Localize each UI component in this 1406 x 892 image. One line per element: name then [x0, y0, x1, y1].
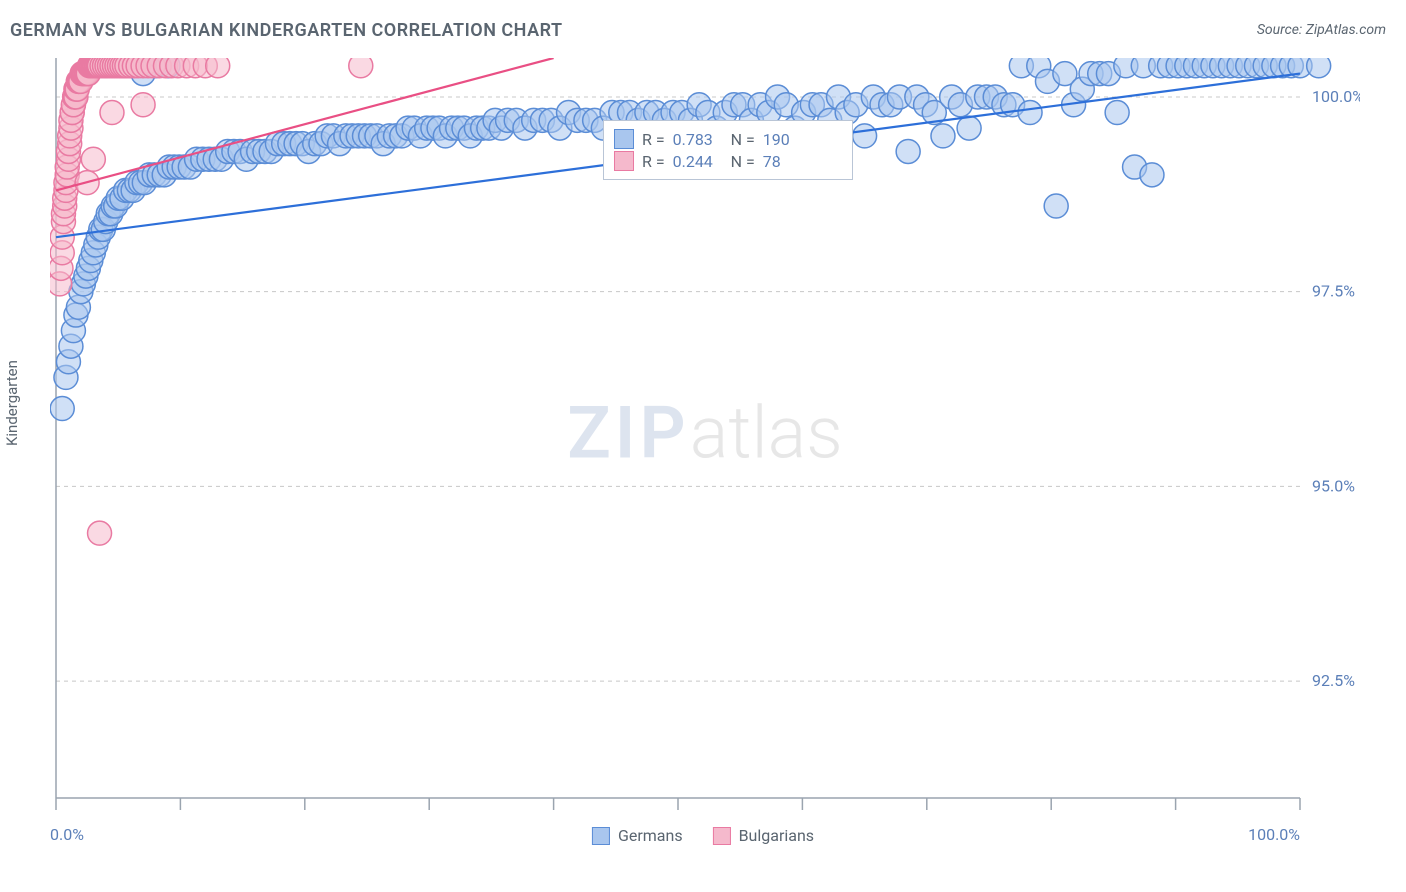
- chart-title: GERMAN VS BULGARIAN KINDERGARTEN CORRELA…: [10, 20, 563, 41]
- x-tick-100: 100.0%: [1248, 825, 1300, 844]
- n-value-germans: 190: [763, 130, 813, 149]
- legend-item-germans: Germans: [592, 826, 683, 845]
- svg-text:100.0%: 100.0%: [1312, 87, 1360, 106]
- legend-label-germans: Germans: [618, 826, 683, 845]
- r-label: R =: [642, 152, 665, 171]
- swatch-germans: [614, 129, 634, 149]
- n-label: N =: [731, 130, 755, 149]
- y-axis-label: Kindergarten: [3, 360, 21, 446]
- r-value-bulgarians: 0.244: [673, 152, 723, 171]
- legend-item-bulgarians: Bulgarians: [713, 826, 814, 845]
- chart-container: GERMAN VS BULGARIAN KINDERGARTEN CORRELA…: [0, 0, 1406, 892]
- n-value-bulgarians: 78: [763, 152, 813, 171]
- stats-legend-box: R = 0.783 N = 190 R = 0.244 N = 78: [603, 120, 853, 180]
- r-label: R =: [642, 130, 665, 149]
- svg-text:97.5%: 97.5%: [1312, 282, 1355, 301]
- legend-swatch-bulgarians: [713, 827, 731, 845]
- legend-label-bulgarians: Bulgarians: [739, 826, 814, 845]
- source-attribution: Source: ZipAtlas.com: [1257, 22, 1386, 38]
- svg-text:95.0%: 95.0%: [1312, 476, 1355, 495]
- legend-swatch-germans: [592, 827, 610, 845]
- n-label: N =: [731, 152, 755, 171]
- svg-text:92.5%: 92.5%: [1312, 671, 1355, 690]
- r-value-germans: 0.783: [673, 130, 723, 149]
- stats-row-bulgarians: R = 0.244 N = 78: [614, 151, 842, 171]
- stats-row-germans: R = 0.783 N = 190: [614, 129, 842, 149]
- x-tick-0: 0.0%: [50, 825, 84, 844]
- legend-bottom: Germans Bulgarians: [592, 826, 814, 845]
- swatch-bulgarians: [614, 151, 634, 171]
- plot-area: 92.5%95.0%97.5%100.0% ZIPatlas R = 0.783…: [50, 58, 1360, 808]
